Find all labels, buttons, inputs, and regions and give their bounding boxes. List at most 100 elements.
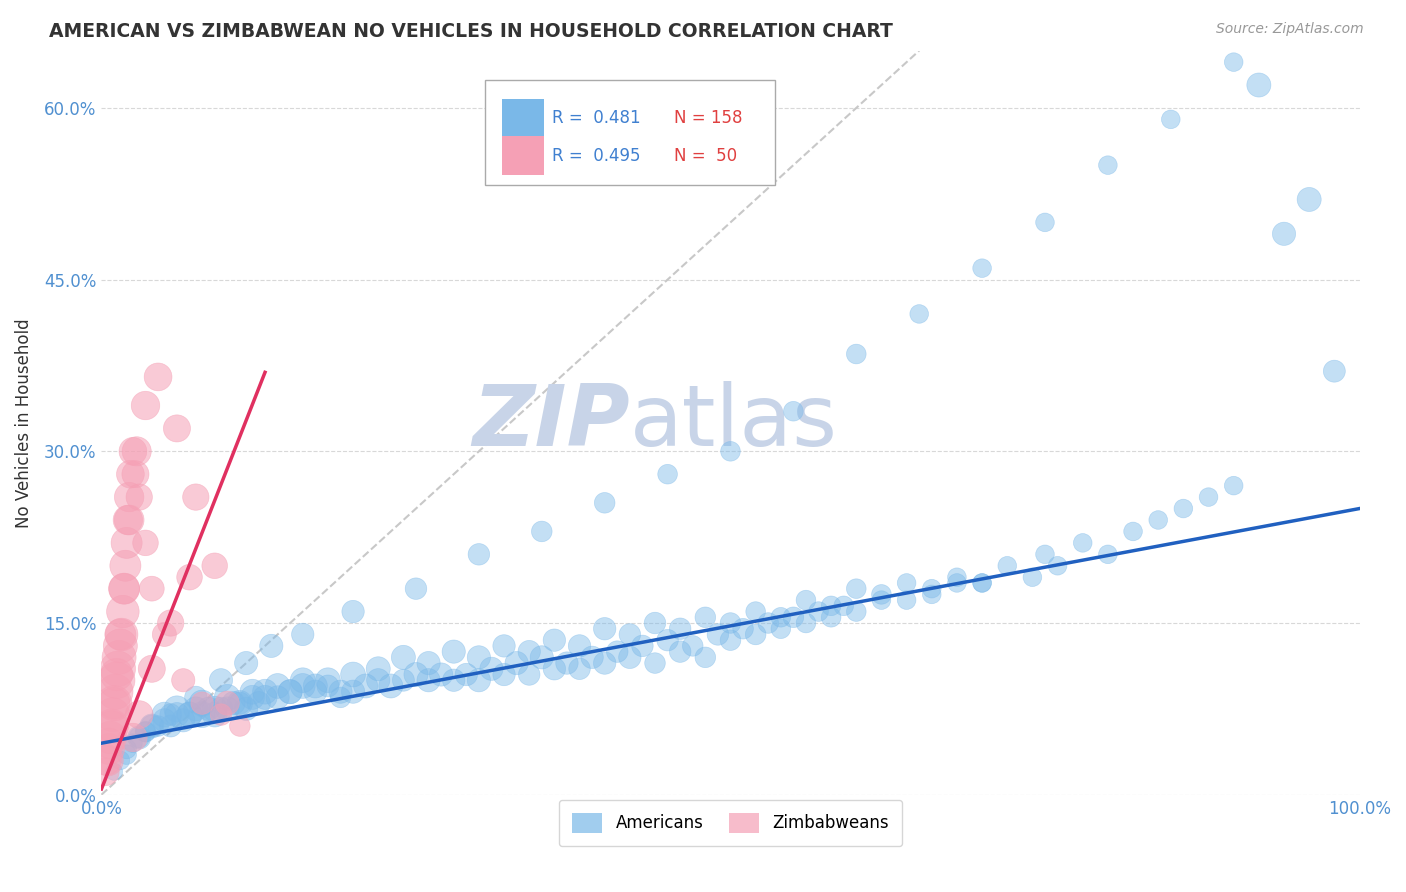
Point xyxy=(1033,547,1056,561)
Point xyxy=(242,690,264,705)
FancyBboxPatch shape xyxy=(485,80,775,185)
Point xyxy=(1198,490,1220,504)
Point xyxy=(110,639,132,653)
Point xyxy=(229,719,252,733)
Point xyxy=(657,467,679,482)
Point xyxy=(217,690,239,705)
Point xyxy=(111,605,134,619)
Point xyxy=(115,742,138,756)
Point xyxy=(342,605,364,619)
Y-axis label: No Vehicles in Household: No Vehicles in Household xyxy=(15,318,32,527)
Point xyxy=(870,587,893,601)
Point xyxy=(405,667,427,681)
Point xyxy=(845,582,868,596)
Text: N =  50: N = 50 xyxy=(673,147,737,165)
Point xyxy=(166,421,188,435)
Point xyxy=(644,615,666,630)
Point xyxy=(443,645,465,659)
Point xyxy=(908,307,931,321)
Point xyxy=(972,261,994,276)
Point xyxy=(392,673,415,688)
Point xyxy=(682,639,704,653)
Point xyxy=(354,679,377,693)
Point xyxy=(184,490,207,504)
Point xyxy=(329,690,352,705)
Point xyxy=(204,558,226,573)
Point xyxy=(1122,524,1144,539)
Point xyxy=(204,707,226,722)
Point xyxy=(707,627,730,641)
Point xyxy=(1033,215,1056,229)
Point xyxy=(146,370,169,384)
Point xyxy=(782,610,804,624)
Point xyxy=(1046,558,1069,573)
Point xyxy=(1071,536,1094,550)
Point xyxy=(1097,158,1119,172)
Point xyxy=(1021,570,1043,584)
Point xyxy=(443,673,465,688)
Point xyxy=(720,444,742,458)
Point xyxy=(606,645,628,659)
Point xyxy=(120,467,142,482)
Point xyxy=(1272,227,1295,241)
Point xyxy=(367,673,389,688)
Point xyxy=(118,490,141,504)
Point xyxy=(98,731,121,745)
Point xyxy=(657,633,679,648)
Point xyxy=(468,650,491,665)
Point xyxy=(744,627,766,641)
Point xyxy=(291,627,314,641)
Point xyxy=(794,593,817,607)
Point xyxy=(870,593,893,607)
Point xyxy=(209,702,232,716)
Point xyxy=(98,742,121,756)
Point xyxy=(105,673,128,688)
Point xyxy=(159,719,181,733)
Point xyxy=(555,656,578,670)
Point xyxy=(492,667,515,681)
Point xyxy=(720,633,742,648)
Point xyxy=(235,656,257,670)
Point xyxy=(972,576,994,591)
Point xyxy=(946,570,969,584)
Point xyxy=(184,702,207,716)
FancyBboxPatch shape xyxy=(502,136,544,175)
Point xyxy=(101,707,124,722)
Point xyxy=(304,679,326,693)
Point xyxy=(430,667,453,681)
Point xyxy=(896,593,918,607)
Point xyxy=(568,639,591,653)
Text: R =  0.495: R = 0.495 xyxy=(551,147,640,165)
Point xyxy=(112,582,135,596)
Point xyxy=(114,558,136,573)
Point xyxy=(1323,364,1346,378)
Point xyxy=(110,627,132,641)
Point xyxy=(107,662,129,676)
Point xyxy=(593,622,616,636)
Point xyxy=(769,622,792,636)
Text: AMERICAN VS ZIMBABWEAN NO VEHICLES IN HOUSEHOLD CORRELATION CHART: AMERICAN VS ZIMBABWEAN NO VEHICLES IN HO… xyxy=(49,22,893,41)
Point xyxy=(115,536,138,550)
Point xyxy=(342,667,364,681)
Point xyxy=(530,650,553,665)
Text: R =  0.481: R = 0.481 xyxy=(551,110,641,128)
Point xyxy=(229,696,252,710)
Point xyxy=(304,684,326,698)
Point xyxy=(896,576,918,591)
Point xyxy=(1247,78,1270,92)
Point xyxy=(1222,55,1244,70)
FancyBboxPatch shape xyxy=(502,99,544,137)
Point xyxy=(794,615,817,630)
Point xyxy=(832,599,855,613)
Point xyxy=(593,496,616,510)
Point xyxy=(172,714,194,728)
Point xyxy=(98,736,121,750)
Point xyxy=(619,650,641,665)
Point xyxy=(153,627,176,641)
Point xyxy=(122,736,145,750)
Point xyxy=(105,667,128,681)
Point xyxy=(103,696,125,710)
Point xyxy=(669,622,692,636)
Point xyxy=(217,696,239,710)
Point xyxy=(242,684,264,698)
